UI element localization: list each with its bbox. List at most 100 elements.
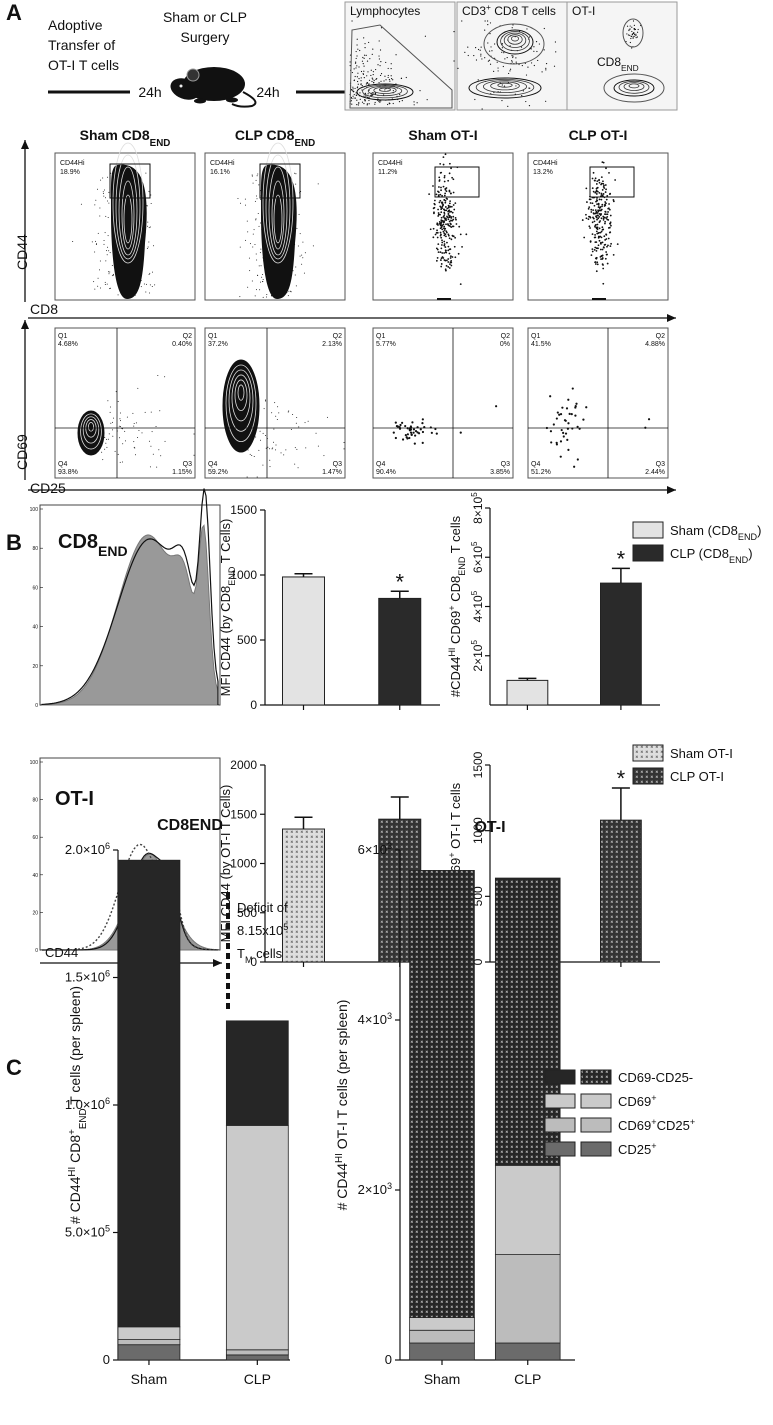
text-part: 5 [283,922,288,932]
event-dot [602,218,605,221]
event-dot [366,103,368,105]
event-dot [606,194,609,197]
event-dot [147,221,149,223]
event-dot [262,296,264,298]
event-dot [533,50,535,52]
event-dot [436,257,439,259]
event-dot [290,290,292,292]
event-dot [372,92,374,94]
event-dot [567,422,570,425]
event-dot [594,261,596,264]
error-bar [390,796,409,820]
event-dot [596,203,598,206]
event-dot [525,100,527,103]
event-dot [598,213,601,215]
event-dot [602,246,605,249]
y-tick-label: 1000 [230,568,257,582]
event-dot [447,234,450,237]
event-dot [605,251,608,253]
event-dot [602,228,605,231]
text-part: END [738,532,758,542]
event-dot [589,202,592,204]
event-dot [295,422,297,424]
event-dot [443,225,446,228]
event-dot [487,24,489,26]
event-dot [110,287,112,289]
event-dot [126,416,128,418]
event-dot [376,78,378,80]
event-dot [595,183,598,185]
event-dot [591,177,594,180]
event-dot [259,289,261,291]
event-dot [438,176,441,179]
event-dot [587,218,590,221]
legend-swatch [632,544,664,562]
event-dot [589,241,592,243]
y-tick-label: 80 [32,546,38,552]
interval: 24h [256,84,279,100]
density-contour [82,416,100,444]
event-dot [452,215,455,218]
event-dot [591,248,594,250]
text-part: 6 [105,841,110,851]
event-dot [593,220,596,223]
y-tick-label: 2000 [230,758,257,772]
event-dot [368,103,370,105]
event-dot [354,75,356,78]
bar-segment [225,1020,289,1126]
event-dot [457,252,460,255]
event-dot [449,248,452,251]
event-dot [416,102,418,104]
quadrant-percent: 0.40% [172,341,192,348]
event-dot [600,258,602,261]
event-dot [380,100,382,102]
event-dot [504,58,506,60]
event-dot [567,398,570,401]
text-part: + [447,605,457,610]
text-part: CD25 [618,1142,651,1157]
event-dot [449,200,451,203]
event-dot [443,240,446,243]
event-dot [292,414,294,416]
panel-label: C [6,1055,22,1080]
event-dot [444,218,447,220]
event-dot [351,97,353,100]
event-dot [452,218,455,221]
flow-plot [527,327,669,479]
event-dot [585,217,588,220]
event-dot [261,276,263,278]
event-dot [449,257,452,259]
event-dot [272,447,274,449]
event-dot [357,48,359,50]
text-part: CD69 [618,1094,651,1109]
gate-percent: 11.2% [378,169,397,176]
event-dot [373,81,375,84]
event-dot [260,222,262,224]
event-dot [107,176,109,178]
event-dot [294,447,296,449]
event-dot [380,61,382,63]
event-dot [528,105,531,107]
schematic-text: Sham or CLP [163,9,247,25]
event-dot [352,86,354,88]
event-dot [301,263,303,265]
event-dot [350,96,352,99]
bar-segment [225,1354,289,1361]
event-dot [501,51,503,53]
histogram-outline [41,488,219,706]
event-dot [501,47,503,49]
event-dot [593,204,596,207]
event-dot [354,87,356,90]
event-dot [405,436,408,439]
text-part: 2×10 [471,644,485,671]
event-dot [366,104,368,106]
event-dot [439,259,442,261]
event-dot [107,246,109,248]
event-dot [101,451,103,453]
event-dot [636,36,639,38]
event-dot [450,264,453,267]
event-dot [394,421,397,424]
event-dot [443,211,446,214]
y-tick-label: 6×103 [358,841,392,857]
mouse-eye [179,84,183,88]
